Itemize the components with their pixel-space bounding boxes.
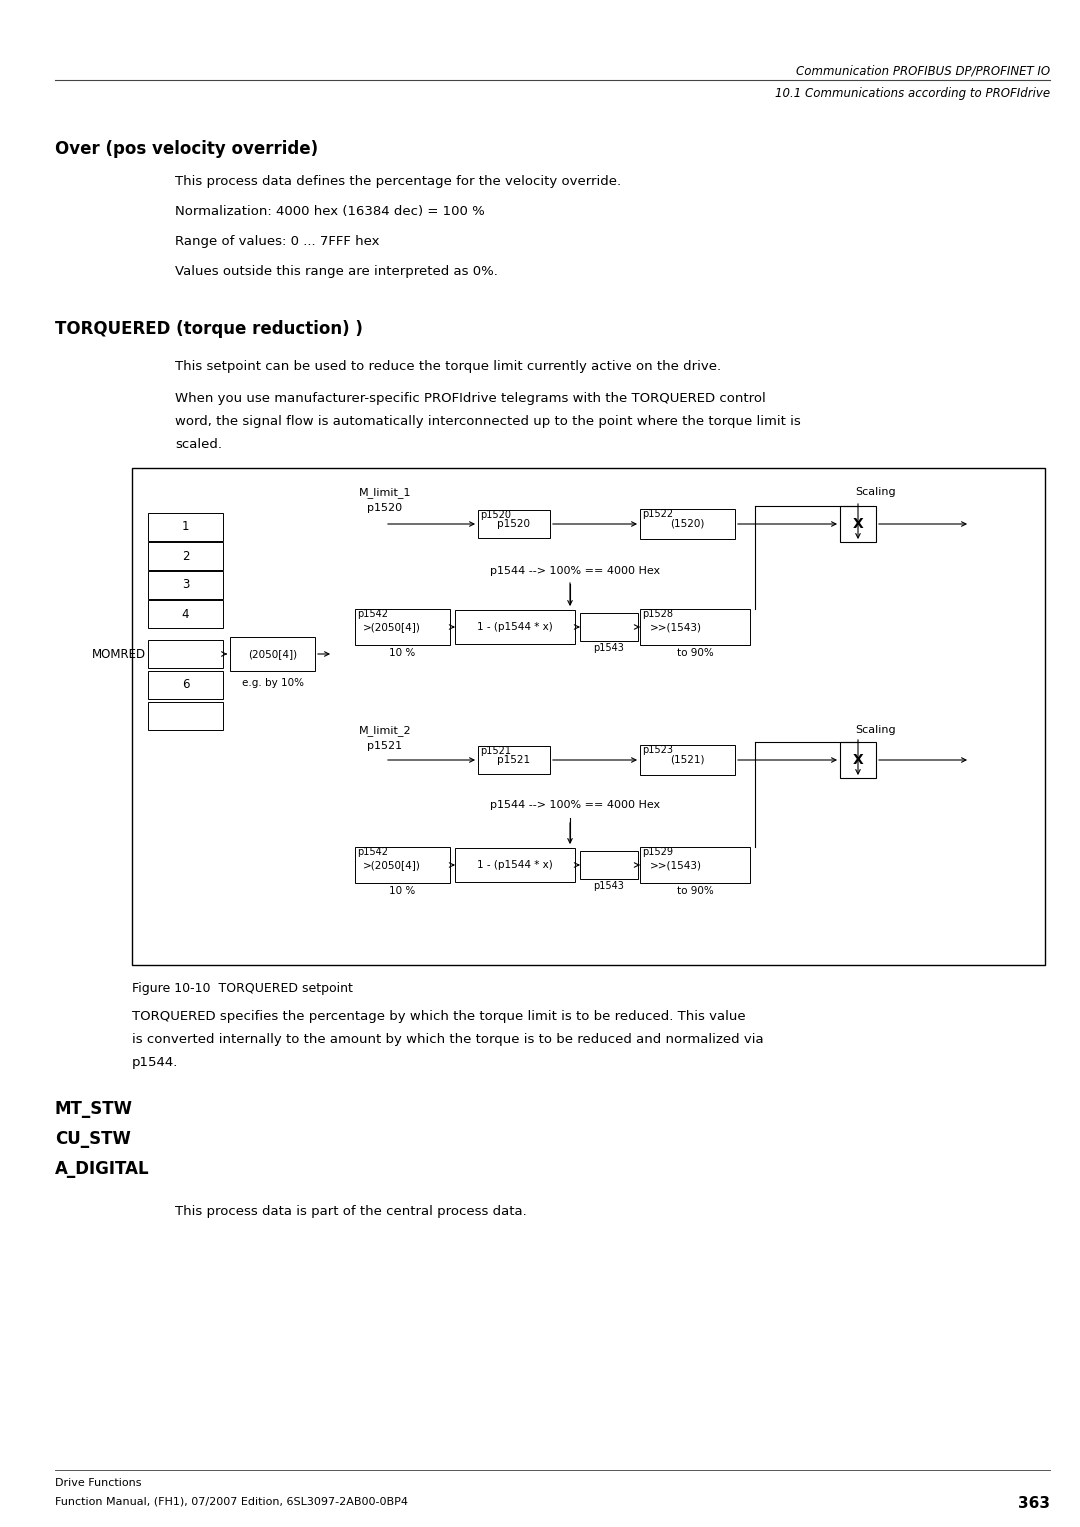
Text: p1521: p1521	[480, 747, 511, 756]
Text: Function Manual, (FH1), 07/2007 Edition, 6SL3097-2AB00-0BP4: Function Manual, (FH1), 07/2007 Edition,…	[55, 1496, 408, 1506]
Text: This process data is part of the central process data.: This process data is part of the central…	[175, 1205, 527, 1219]
Text: TORQUERED specifies the percentage by which the torque limit is to be reduced. T: TORQUERED specifies the percentage by wh…	[132, 1009, 745, 1023]
Text: 1: 1	[181, 521, 189, 533]
Text: p1543: p1543	[594, 643, 624, 654]
Text: p1522: p1522	[642, 508, 673, 519]
Text: M_limit_2: M_limit_2	[359, 725, 411, 736]
Text: A_DIGITAL: A_DIGITAL	[55, 1161, 150, 1177]
Bar	[478, 510, 550, 538]
Text: p1542: p1542	[357, 609, 388, 618]
Text: Values outside this range are interpreted as 0%.: Values outside this range are interprete…	[175, 266, 498, 278]
Bar	[148, 542, 222, 570]
Text: p1543: p1543	[594, 881, 624, 890]
Text: (1521): (1521)	[670, 754, 704, 765]
Bar	[640, 609, 750, 644]
Bar	[840, 742, 876, 777]
Text: 3: 3	[181, 579, 189, 591]
Text: Communication PROFIBUS DP/PROFINET IO: Communication PROFIBUS DP/PROFINET IO	[796, 66, 1050, 78]
Text: word, the signal flow is automatically interconnected up to the point where the : word, the signal flow is automatically i…	[175, 415, 800, 428]
Text: >>(1543): >>(1543)	[650, 621, 702, 632]
Bar	[640, 745, 735, 776]
Bar	[840, 505, 876, 542]
Text: 1 - (p1544 * x): 1 - (p1544 * x)	[477, 621, 553, 632]
Bar	[478, 747, 550, 774]
Text: p1520: p1520	[498, 519, 530, 528]
Text: scaled.: scaled.	[175, 438, 222, 450]
Text: >>(1543): >>(1543)	[650, 860, 702, 870]
Bar	[148, 702, 222, 730]
Text: 1 - (p1544 * x): 1 - (p1544 * x)	[477, 860, 553, 870]
Text: MOMRED: MOMRED	[92, 647, 146, 661]
Bar	[148, 670, 222, 699]
Text: TORQUERED (torque reduction) ): TORQUERED (torque reduction) )	[55, 321, 363, 337]
Text: >(2050[4]): >(2050[4])	[363, 860, 421, 870]
Text: p1520: p1520	[480, 510, 511, 521]
Bar	[148, 600, 222, 628]
Text: is converted internally to the amount by which the torque is to be reduced and n: is converted internally to the amount by…	[132, 1032, 764, 1046]
Text: X: X	[852, 753, 863, 767]
Text: p1544 --> 100% == 4000 Hex: p1544 --> 100% == 4000 Hex	[490, 800, 660, 809]
Text: When you use manufacturer-specific PROFIdrive telegrams with the TORQUERED contr: When you use manufacturer-specific PROFI…	[175, 392, 766, 405]
Text: MT_STW: MT_STW	[55, 1099, 133, 1118]
Text: This setpoint can be used to reduce the torque limit currently active on the dri: This setpoint can be used to reduce the …	[175, 360, 721, 373]
Text: M_limit_1: M_limit_1	[359, 487, 411, 498]
Bar	[455, 847, 575, 883]
Bar	[230, 637, 315, 670]
Text: This process data defines the percentage for the velocity override.: This process data defines the percentage…	[175, 176, 621, 188]
Text: p1542: p1542	[357, 847, 388, 857]
Text: Drive Functions: Drive Functions	[55, 1478, 141, 1487]
Text: 6: 6	[181, 678, 189, 692]
Text: e.g. by 10%: e.g. by 10%	[242, 678, 303, 689]
Bar	[455, 609, 575, 644]
Text: p1523: p1523	[642, 745, 673, 754]
Text: Over (pos velocity override): Over (pos velocity override)	[55, 140, 319, 157]
Text: to 90%: to 90%	[677, 886, 714, 896]
Text: p1520: p1520	[367, 502, 403, 513]
Text: 10.1 Communications according to PROFIdrive: 10.1 Communications according to PROFIdr…	[774, 87, 1050, 99]
Text: Scaling: Scaling	[855, 487, 895, 496]
Text: Range of values: 0 ... 7FFF hex: Range of values: 0 ... 7FFF hex	[175, 235, 379, 247]
Text: >(2050[4]): >(2050[4])	[363, 621, 421, 632]
Bar	[580, 612, 638, 641]
Text: p1544 --> 100% == 4000 Hex: p1544 --> 100% == 4000 Hex	[490, 567, 660, 576]
Text: Normalization: 4000 hex (16384 dec) = 100 %: Normalization: 4000 hex (16384 dec) = 10…	[175, 205, 485, 218]
Text: p1544.: p1544.	[132, 1057, 178, 1069]
Text: 363: 363	[1018, 1496, 1050, 1512]
Text: p1521: p1521	[367, 741, 403, 751]
Text: Figure 10-10  TORQUERED setpoint: Figure 10-10 TORQUERED setpoint	[132, 982, 353, 996]
Text: p1528: p1528	[642, 609, 673, 618]
Bar	[148, 571, 222, 599]
Bar	[148, 513, 222, 541]
Text: (2050[4]): (2050[4])	[248, 649, 297, 660]
Bar	[640, 847, 750, 883]
Bar	[148, 640, 222, 667]
Text: X: X	[852, 518, 863, 531]
Bar	[640, 508, 735, 539]
Bar	[355, 847, 450, 883]
Text: 10 %: 10 %	[389, 886, 415, 896]
Text: p1521: p1521	[498, 754, 530, 765]
Text: 10 %: 10 %	[389, 647, 415, 658]
Text: CU_STW: CU_STW	[55, 1130, 131, 1148]
Bar	[132, 467, 1045, 965]
Text: p1529: p1529	[642, 847, 673, 857]
Text: Scaling: Scaling	[855, 725, 895, 734]
Text: 4: 4	[181, 608, 189, 620]
Text: 2: 2	[181, 550, 189, 562]
Text: (1520): (1520)	[670, 519, 704, 528]
Bar	[580, 851, 638, 880]
Text: to 90%: to 90%	[677, 647, 714, 658]
Bar	[355, 609, 450, 644]
